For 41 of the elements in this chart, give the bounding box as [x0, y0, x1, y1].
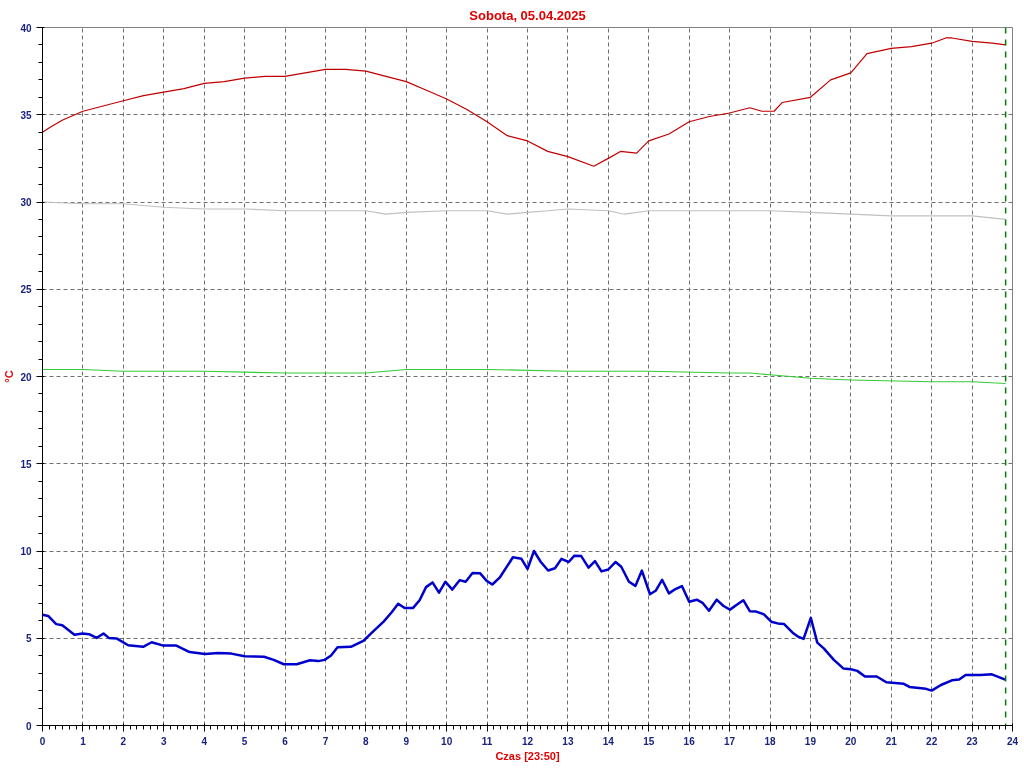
- x-tick-label: 20: [845, 735, 857, 747]
- y-tick-label: 15: [20, 458, 32, 470]
- x-tick-label: 15: [643, 735, 655, 747]
- x-tick-label: 22: [926, 735, 938, 747]
- x-tick-label: 12: [521, 735, 534, 747]
- x-tick-label: 2: [120, 735, 127, 747]
- x-tick-label: 19: [804, 735, 817, 747]
- x-tick-label: 17: [724, 735, 736, 747]
- x-tick-label: 1: [80, 735, 87, 747]
- x-tick-label: 5: [241, 735, 248, 747]
- x-tick-label: 10: [441, 735, 453, 747]
- x-tick-label: 14: [602, 735, 615, 747]
- x-tick-label: 24: [1006, 735, 1019, 747]
- x-tick-label: 16: [683, 735, 696, 747]
- x-tick-label: 13: [562, 735, 574, 747]
- y-tick-label: 40: [20, 22, 32, 34]
- x-tick-label: 3: [160, 735, 167, 747]
- line-series: [42, 368, 1007, 385]
- x-tick-label: 18: [764, 735, 776, 747]
- line-series: [42, 201, 1007, 221]
- y-axis-title: °C: [3, 370, 16, 383]
- x-tick-label: 0: [39, 735, 46, 747]
- x-tick-label: 9: [403, 735, 410, 747]
- y-tick-label: 35: [20, 109, 32, 121]
- x-tick-label: 11: [481, 735, 493, 747]
- y-tick-label: 25: [20, 284, 32, 296]
- y-tick-label: 0: [25, 720, 32, 732]
- y-tick-label: 30: [20, 197, 32, 208]
- y-tick-label: 5: [25, 633, 32, 645]
- chart-title: Sobota, 05.04.2025: [469, 7, 586, 23]
- x-tick-label: 4: [201, 735, 208, 747]
- x-tick-label: 21: [885, 735, 898, 747]
- x-tick-label: 23: [966, 735, 979, 747]
- x-tick-label: 6: [282, 735, 289, 747]
- line-series: [42, 37, 1007, 167]
- x-tick-label: 7: [322, 735, 329, 747]
- x-axis-title: Czas [23:50]: [495, 749, 560, 762]
- y-tick-label: 20: [20, 371, 32, 383]
- y-tick-label: 10: [20, 546, 32, 557]
- x-tick-label: 8: [363, 735, 370, 747]
- line-series: [42, 549, 1007, 692]
